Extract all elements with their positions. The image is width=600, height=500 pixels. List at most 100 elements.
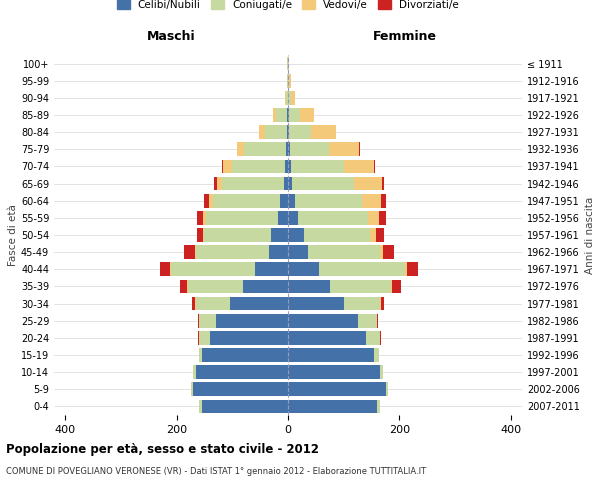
Bar — [379, 211, 386, 224]
Bar — [198, 331, 199, 344]
Bar — [284, 91, 286, 104]
Bar — [304, 228, 370, 242]
Bar — [214, 194, 280, 207]
Bar — [380, 246, 383, 259]
Bar — [298, 211, 368, 224]
Bar — [196, 366, 288, 379]
Bar — [198, 314, 199, 328]
Bar — [197, 211, 203, 224]
Bar — [206, 211, 278, 224]
Bar — [276, 108, 287, 122]
Bar — [287, 108, 288, 122]
Bar — [374, 348, 379, 362]
Bar — [199, 400, 202, 413]
Bar — [222, 160, 223, 173]
Bar — [205, 228, 271, 242]
Bar — [366, 331, 380, 344]
Bar — [288, 176, 292, 190]
Bar — [193, 382, 288, 396]
Bar — [295, 194, 362, 207]
Text: Maschi: Maschi — [146, 30, 196, 43]
Bar — [244, 280, 288, 293]
Bar — [180, 280, 187, 293]
Bar — [377, 400, 380, 413]
Bar — [286, 91, 288, 104]
Bar — [308, 246, 380, 259]
Bar — [368, 211, 379, 224]
Bar — [199, 331, 210, 344]
Bar — [203, 228, 205, 242]
Bar — [199, 314, 215, 328]
Bar — [195, 296, 196, 310]
Bar — [300, 108, 314, 122]
Bar — [291, 91, 295, 104]
Bar — [269, 246, 288, 259]
Bar — [278, 211, 288, 224]
Bar — [288, 194, 295, 207]
Bar — [288, 91, 291, 104]
Bar — [232, 160, 284, 173]
Bar — [191, 382, 193, 396]
Bar — [197, 228, 203, 242]
Text: Popolazione per età, sesso e stato civile - 2012: Popolazione per età, sesso e stato civil… — [6, 442, 319, 456]
Bar — [380, 366, 383, 379]
Bar — [171, 262, 254, 276]
Bar — [286, 142, 288, 156]
Legend: Celibi/Nubili, Coniugati/e, Vedovi/e, Divorziati/e: Celibi/Nubili, Coniugati/e, Vedovi/e, Di… — [113, 0, 463, 14]
Bar — [381, 296, 384, 310]
Bar — [329, 142, 359, 156]
Bar — [209, 194, 214, 207]
Bar — [288, 262, 319, 276]
Bar — [292, 176, 354, 190]
Bar — [370, 228, 376, 242]
Bar — [330, 280, 391, 293]
Bar — [222, 176, 284, 190]
Bar — [265, 126, 287, 139]
Bar — [381, 194, 386, 207]
Bar — [244, 142, 286, 156]
Bar — [288, 126, 289, 139]
Bar — [289, 126, 311, 139]
Bar — [202, 348, 288, 362]
Y-axis label: Anni di nascita: Anni di nascita — [585, 196, 595, 274]
Bar — [311, 126, 337, 139]
Y-axis label: Fasce di età: Fasce di età — [8, 204, 18, 266]
Bar — [215, 314, 288, 328]
Bar — [386, 382, 388, 396]
Bar — [199, 348, 202, 362]
Text: COMUNE DI POVEGLIANO VERONESE (VR) - Dati ISTAT 1° gennaio 2012 - Elaborazione T: COMUNE DI POVEGLIANO VERONESE (VR) - Dat… — [6, 468, 426, 476]
Bar — [382, 176, 385, 190]
Bar — [354, 176, 382, 190]
Bar — [288, 160, 291, 173]
Bar — [284, 176, 288, 190]
Bar — [358, 314, 377, 328]
Bar — [287, 74, 288, 88]
Bar — [319, 262, 405, 276]
Bar — [288, 366, 380, 379]
Bar — [377, 314, 378, 328]
Bar — [288, 280, 330, 293]
Bar — [288, 348, 374, 362]
Bar — [196, 246, 269, 259]
Bar — [288, 314, 358, 328]
Bar — [290, 142, 329, 156]
Bar — [362, 194, 381, 207]
Bar — [383, 246, 394, 259]
Bar — [288, 211, 298, 224]
Bar — [160, 262, 170, 276]
Bar — [344, 296, 380, 310]
Bar — [344, 160, 374, 173]
Bar — [391, 280, 392, 293]
Bar — [289, 108, 300, 122]
Bar — [288, 142, 290, 156]
Bar — [407, 262, 418, 276]
Bar — [259, 126, 265, 139]
Bar — [291, 160, 344, 173]
Bar — [223, 160, 232, 173]
Bar — [184, 246, 195, 259]
Bar — [288, 296, 344, 310]
Bar — [284, 160, 288, 173]
Bar — [288, 331, 366, 344]
Bar — [288, 400, 377, 413]
Bar — [254, 262, 288, 276]
